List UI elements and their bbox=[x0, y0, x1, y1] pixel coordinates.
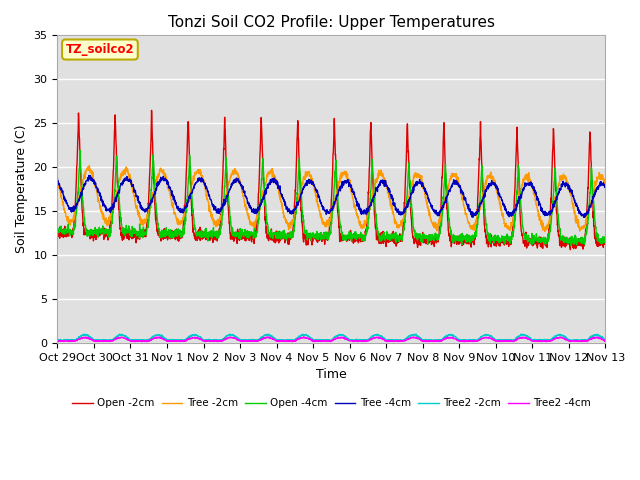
Tree -2cm bbox=[569, 202, 577, 208]
Tree -2cm bbox=[54, 177, 61, 183]
Tree2 -4cm bbox=[554, 335, 561, 341]
Line: Tree2 -2cm: Tree2 -2cm bbox=[58, 334, 605, 341]
Open -2cm bbox=[554, 217, 561, 223]
Tree -4cm bbox=[348, 182, 355, 188]
Open -2cm bbox=[207, 232, 214, 238]
Open -4cm bbox=[491, 235, 499, 241]
Tree -4cm bbox=[491, 181, 499, 187]
Tree -2cm bbox=[360, 225, 367, 230]
Tree -4cm bbox=[580, 215, 588, 220]
Tree -2cm bbox=[207, 210, 214, 216]
Tree2 -2cm bbox=[554, 332, 561, 338]
Tree2 -4cm bbox=[206, 338, 214, 344]
Open -4cm bbox=[569, 240, 577, 246]
Open -2cm bbox=[148, 108, 156, 113]
Tree -2cm bbox=[602, 183, 609, 189]
Open -2cm bbox=[348, 234, 355, 240]
Open -2cm bbox=[602, 240, 609, 245]
Tree2 -4cm bbox=[491, 337, 499, 343]
Tree2 -4cm bbox=[569, 338, 577, 344]
Tree -2cm bbox=[554, 186, 561, 192]
Tree2 -4cm bbox=[602, 338, 609, 344]
Tree2 -4cm bbox=[348, 338, 355, 344]
Legend: Open -2cm, Tree -2cm, Open -4cm, Tree -4cm, Tree2 -2cm, Tree2 -4cm: Open -2cm, Tree -2cm, Open -4cm, Tree -4… bbox=[68, 394, 595, 412]
Y-axis label: Soil Temperature (C): Soil Temperature (C) bbox=[15, 125, 28, 253]
Tree2 -2cm bbox=[54, 337, 61, 343]
Tree -4cm bbox=[360, 208, 367, 214]
Tree2 -2cm bbox=[569, 338, 577, 344]
Tree2 -2cm bbox=[58, 338, 65, 344]
Tree2 -4cm bbox=[460, 339, 468, 345]
Tree -4cm bbox=[54, 176, 61, 181]
Tree2 -2cm bbox=[602, 337, 609, 343]
Tree -4cm bbox=[568, 191, 576, 197]
Tree2 -2cm bbox=[412, 331, 420, 337]
Tree2 -4cm bbox=[300, 334, 308, 340]
Tree -2cm bbox=[348, 190, 355, 195]
Tree -4cm bbox=[85, 172, 93, 178]
Line: Tree2 -4cm: Tree2 -4cm bbox=[58, 337, 605, 342]
Open -2cm bbox=[491, 237, 499, 242]
Title: Tonzi Soil CO2 Profile: Upper Temperatures: Tonzi Soil CO2 Profile: Upper Temperatur… bbox=[168, 15, 495, 30]
Open -4cm bbox=[207, 233, 214, 239]
X-axis label: Time: Time bbox=[316, 368, 347, 381]
Open -2cm bbox=[569, 241, 577, 247]
Open -4cm bbox=[567, 243, 575, 249]
Tree -4cm bbox=[554, 193, 561, 199]
Line: Open -2cm: Open -2cm bbox=[58, 110, 605, 250]
Tree2 -2cm bbox=[491, 336, 499, 342]
Line: Tree -4cm: Tree -4cm bbox=[58, 175, 605, 217]
Tree2 -2cm bbox=[207, 337, 214, 343]
Open -4cm bbox=[348, 235, 355, 240]
Open -4cm bbox=[76, 147, 84, 153]
Tree -2cm bbox=[491, 178, 499, 184]
Tree2 -4cm bbox=[54, 339, 61, 345]
Tree2 -2cm bbox=[360, 338, 367, 344]
Tree -2cm bbox=[541, 228, 548, 234]
Tree -2cm bbox=[86, 163, 93, 168]
Tree -4cm bbox=[602, 184, 609, 190]
Text: TZ_soilco2: TZ_soilco2 bbox=[66, 43, 134, 56]
Tree2 -4cm bbox=[360, 338, 367, 344]
Line: Open -4cm: Open -4cm bbox=[58, 150, 605, 246]
Open -2cm bbox=[54, 234, 61, 240]
Open -4cm bbox=[360, 235, 367, 241]
Tree -4cm bbox=[207, 196, 214, 202]
Open -4cm bbox=[602, 234, 609, 240]
Open -2cm bbox=[360, 236, 367, 241]
Tree2 -2cm bbox=[348, 337, 355, 343]
Open -2cm bbox=[566, 247, 574, 252]
Open -4cm bbox=[54, 228, 61, 234]
Open -4cm bbox=[554, 204, 561, 209]
Line: Tree -2cm: Tree -2cm bbox=[58, 166, 605, 231]
